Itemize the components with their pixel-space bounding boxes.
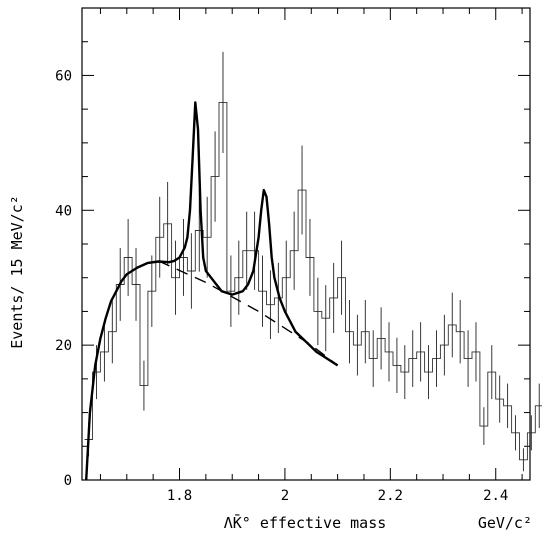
y-axis-title: Events/ 15 MeV/c² <box>8 195 26 349</box>
x-axis-unit: GeV/c² <box>478 514 532 532</box>
histogram-steps <box>84 101 542 461</box>
x-axis-title: ΛK̄° effective mass <box>224 513 387 532</box>
y-tick-label: 0 <box>64 473 72 489</box>
y-tick-label: 20 <box>55 338 72 354</box>
axis-ticks <box>82 8 530 481</box>
fit-curves <box>85 101 339 481</box>
x-tick-label: 2.4 <box>483 488 508 504</box>
y-tick-label: 40 <box>55 203 72 219</box>
y-tick-label: 60 <box>55 68 72 84</box>
x-tick-label: 2 <box>281 488 289 504</box>
x-tick-label: 1.8 <box>167 488 192 504</box>
error-bars <box>88 51 540 472</box>
x-tick-label: 2.2 <box>378 488 403 504</box>
background-fit-dashed-line <box>158 260 339 366</box>
total-fit-solid-line <box>85 101 339 481</box>
data-histogram <box>84 101 542 461</box>
tick-labels: 1.8 2 2.2 2.4 0 20 40 60 <box>55 68 508 504</box>
